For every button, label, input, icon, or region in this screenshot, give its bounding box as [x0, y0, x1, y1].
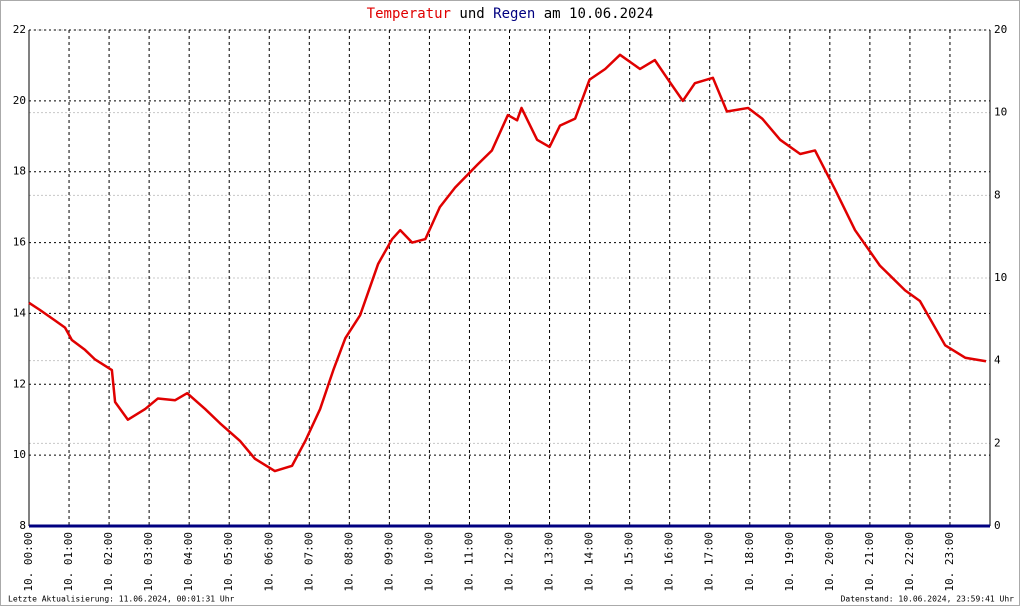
- x-tick-label: 10. 07:00: [302, 532, 315, 592]
- y2-tick-label: 0: [994, 519, 1001, 532]
- footer-left: Letzte Aktualisierung: 11.06.2024, 00:01…: [8, 595, 235, 604]
- x-tick-label: 10. 17:00: [703, 532, 716, 592]
- y-tick-label: 12: [13, 377, 26, 390]
- x-tick-label: 10. 02:00: [102, 532, 115, 592]
- y-tick-label: 8: [19, 519, 26, 532]
- y-tick-label: 16: [13, 236, 26, 249]
- y2-tick-label: 10: [994, 106, 1007, 119]
- x-tick-label: 10. 01:00: [62, 532, 75, 592]
- y-tick-label: 10: [13, 448, 26, 461]
- x-tick-label: 10. 00:00: [22, 532, 35, 592]
- y-tick-label: 18: [13, 165, 26, 178]
- x-tick-label: 10. 12:00: [503, 532, 516, 592]
- x-tick-label: 10. 04:00: [182, 532, 195, 592]
- title-series-2: Regen: [493, 6, 535, 22]
- x-tick-label: 10. 03:00: [142, 532, 155, 592]
- chart-title: Temperatur und Regen am 10.06.2024: [367, 6, 654, 22]
- x-tick-label: 10. 10:00: [422, 532, 435, 592]
- y2-tick-label: 8: [994, 188, 1001, 201]
- y2-tick-label: 10: [994, 271, 1007, 284]
- y-tick-label: 20: [13, 94, 26, 107]
- x-tick-label: 10. 21:00: [863, 532, 876, 592]
- y2-tick-label: 2: [994, 436, 1001, 449]
- x-tick-label: 10. 08:00: [342, 532, 355, 592]
- footer-right: Datenstand: 10.06.2024, 23:59:41 Uhr: [841, 595, 1015, 604]
- x-tick-label: 10. 19:00: [783, 532, 796, 592]
- title-date: am 10.06.2024: [544, 6, 654, 22]
- x-tick-label: 10. 05:00: [222, 532, 235, 592]
- y2-tick-label: 4: [994, 354, 1001, 367]
- x-tick-label: 10. 16:00: [663, 532, 676, 592]
- x-tick-label: 10. 20:00: [823, 532, 836, 592]
- title-series-1: Temperatur: [367, 6, 451, 22]
- x-tick-label: 10. 09:00: [382, 532, 395, 592]
- x-tick-label: 10. 15:00: [623, 532, 636, 592]
- x-tick-label: 10. 14:00: [583, 532, 596, 592]
- x-tick-label: 10. 11:00: [462, 532, 475, 592]
- series-line: [28, 53, 987, 473]
- y-tick-label: 22: [13, 23, 26, 36]
- x-tick-label: 10. 06:00: [262, 532, 275, 592]
- y-tick-label: 14: [13, 306, 27, 319]
- title-connector: und: [459, 6, 484, 22]
- x-tick-label: 10. 23:00: [943, 532, 956, 592]
- x-tick-label: 10. 13:00: [543, 532, 556, 592]
- x-tick-label: 10. 22:00: [903, 532, 916, 592]
- x-tick-label: 10. 18:00: [743, 532, 756, 592]
- y2-tick-label: 20: [994, 23, 1007, 36]
